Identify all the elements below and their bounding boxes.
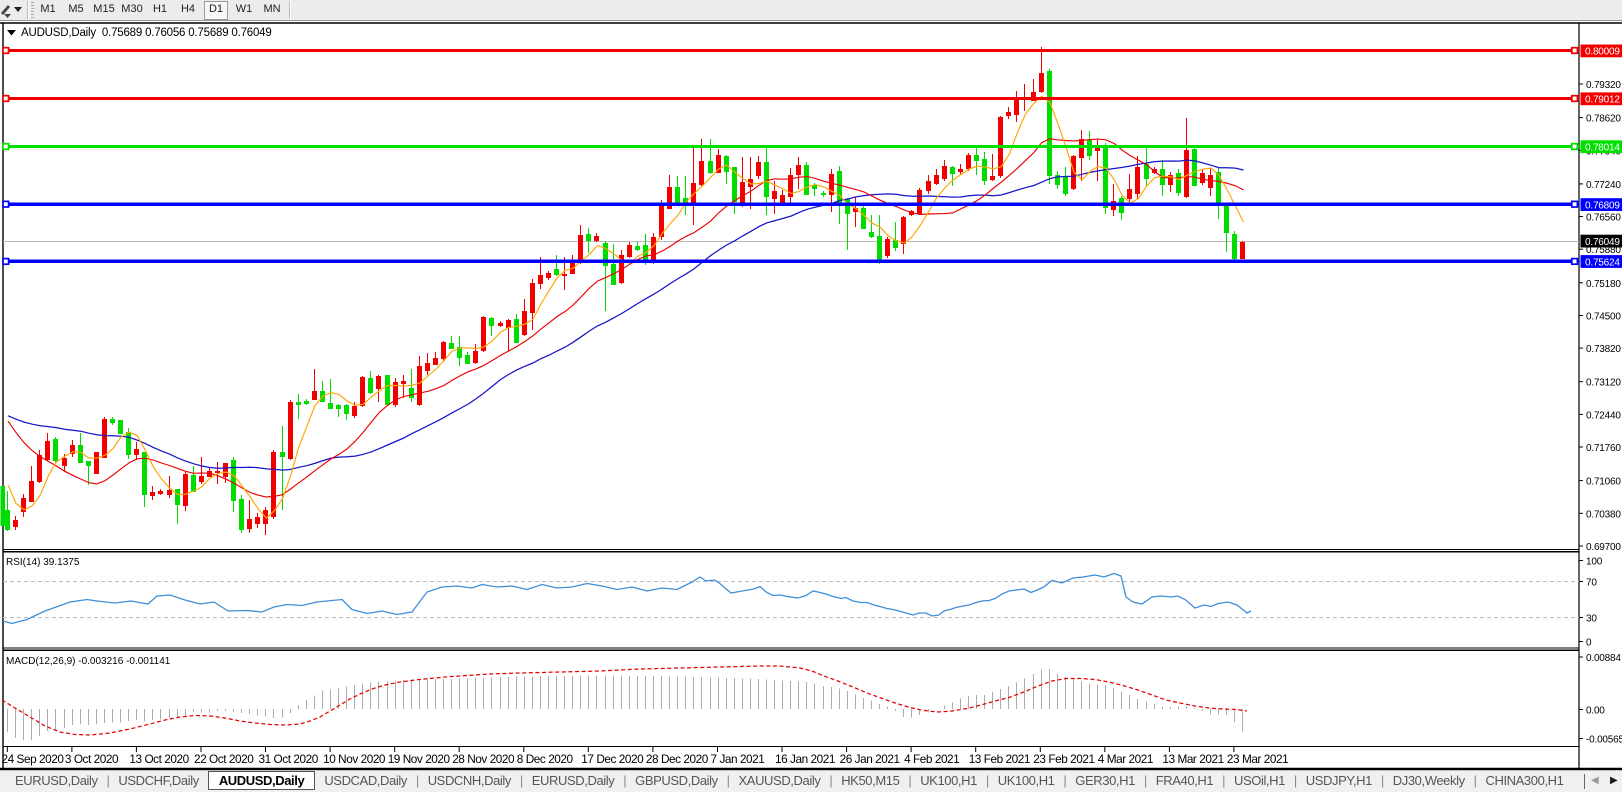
svg-text:0.00: 0.00 [1586,706,1605,717]
svg-text:0.79012: 0.79012 [1585,95,1620,106]
svg-text:13 Oct 2020: 13 Oct 2020 [129,752,189,766]
svg-text:10 Nov 2020: 10 Nov 2020 [323,752,386,766]
svg-text:31 Oct 2020: 31 Oct 2020 [259,752,319,766]
svg-text:0.78620: 0.78620 [1586,114,1621,125]
svg-text:3 Oct 2020: 3 Oct 2020 [65,752,119,766]
svg-text:0.76049: 0.76049 [1585,237,1620,248]
svg-text:13 Mar 2021: 13 Mar 2021 [1162,752,1223,766]
svg-text:30: 30 [1586,614,1597,625]
svg-text:17 Dec 2020: 17 Dec 2020 [581,752,644,766]
svg-text:0.71060: 0.71060 [1586,477,1621,488]
svg-text:23 Feb 2021: 23 Feb 2021 [1033,752,1094,766]
svg-text:AUDUSD,Daily 0.75689 0.76056: AUDUSD,Daily 0.75689 0.76056 0.75689 0.7… [21,27,272,39]
svg-text:4 Mar 2021: 4 Mar 2021 [1098,752,1153,766]
svg-text:0.79320: 0.79320 [1586,80,1621,91]
svg-text:0.00884: 0.00884 [1586,653,1621,664]
svg-text:28 Nov 2020: 28 Nov 2020 [452,752,515,766]
svg-text:0.78014: 0.78014 [1585,143,1620,154]
svg-text:0.77240: 0.77240 [1586,180,1621,191]
svg-text:0.73120: 0.73120 [1586,378,1621,389]
svg-text:0.80009: 0.80009 [1585,47,1620,58]
svg-text:0: 0 [1586,638,1592,649]
svg-text:0.69700: 0.69700 [1586,542,1621,553]
svg-text:26 Jan 2021: 26 Jan 2021 [840,752,900,766]
svg-text:0.76560: 0.76560 [1586,213,1621,224]
svg-text:0.75880: 0.75880 [1586,245,1621,256]
svg-text:13 Feb 2021: 13 Feb 2021 [969,752,1030,766]
svg-text:4 Feb 2021: 4 Feb 2021 [904,752,959,766]
svg-text:0.75180: 0.75180 [1586,279,1621,290]
svg-text:0.76809: 0.76809 [1585,200,1620,211]
svg-text:23 Mar 2021: 23 Mar 2021 [1227,752,1288,766]
svg-text:0.74500: 0.74500 [1586,312,1621,323]
svg-text:16 Jan 2021: 16 Jan 2021 [775,752,835,766]
svg-text:7 Jan 2021: 7 Jan 2021 [711,752,765,766]
svg-text:100: 100 [1586,557,1603,568]
svg-text:0.75624: 0.75624 [1585,257,1620,268]
svg-text:0.70380: 0.70380 [1586,509,1621,520]
svg-text:28 Dec 2020: 28 Dec 2020 [646,752,709,766]
svg-text:-0.005651: -0.005651 [1586,735,1622,746]
svg-text:0.71760: 0.71760 [1586,443,1621,454]
svg-text:0.73820: 0.73820 [1586,344,1621,355]
svg-text:8 Dec 2020: 8 Dec 2020 [517,752,574,766]
svg-text:RSI(14) 39.1375: RSI(14) 39.1375 [6,557,80,568]
svg-text:MACD(12,26,9) -0.003216 -0.001: MACD(12,26,9) -0.003216 -0.001141 [6,656,171,667]
svg-text:19 Nov 2020: 19 Nov 2020 [388,752,451,766]
svg-text:70: 70 [1586,578,1597,589]
svg-text:24 Sep 2020: 24 Sep 2020 [2,752,65,766]
svg-text:22 Oct 2020: 22 Oct 2020 [194,752,254,766]
svg-text:0.72440: 0.72440 [1586,410,1621,421]
